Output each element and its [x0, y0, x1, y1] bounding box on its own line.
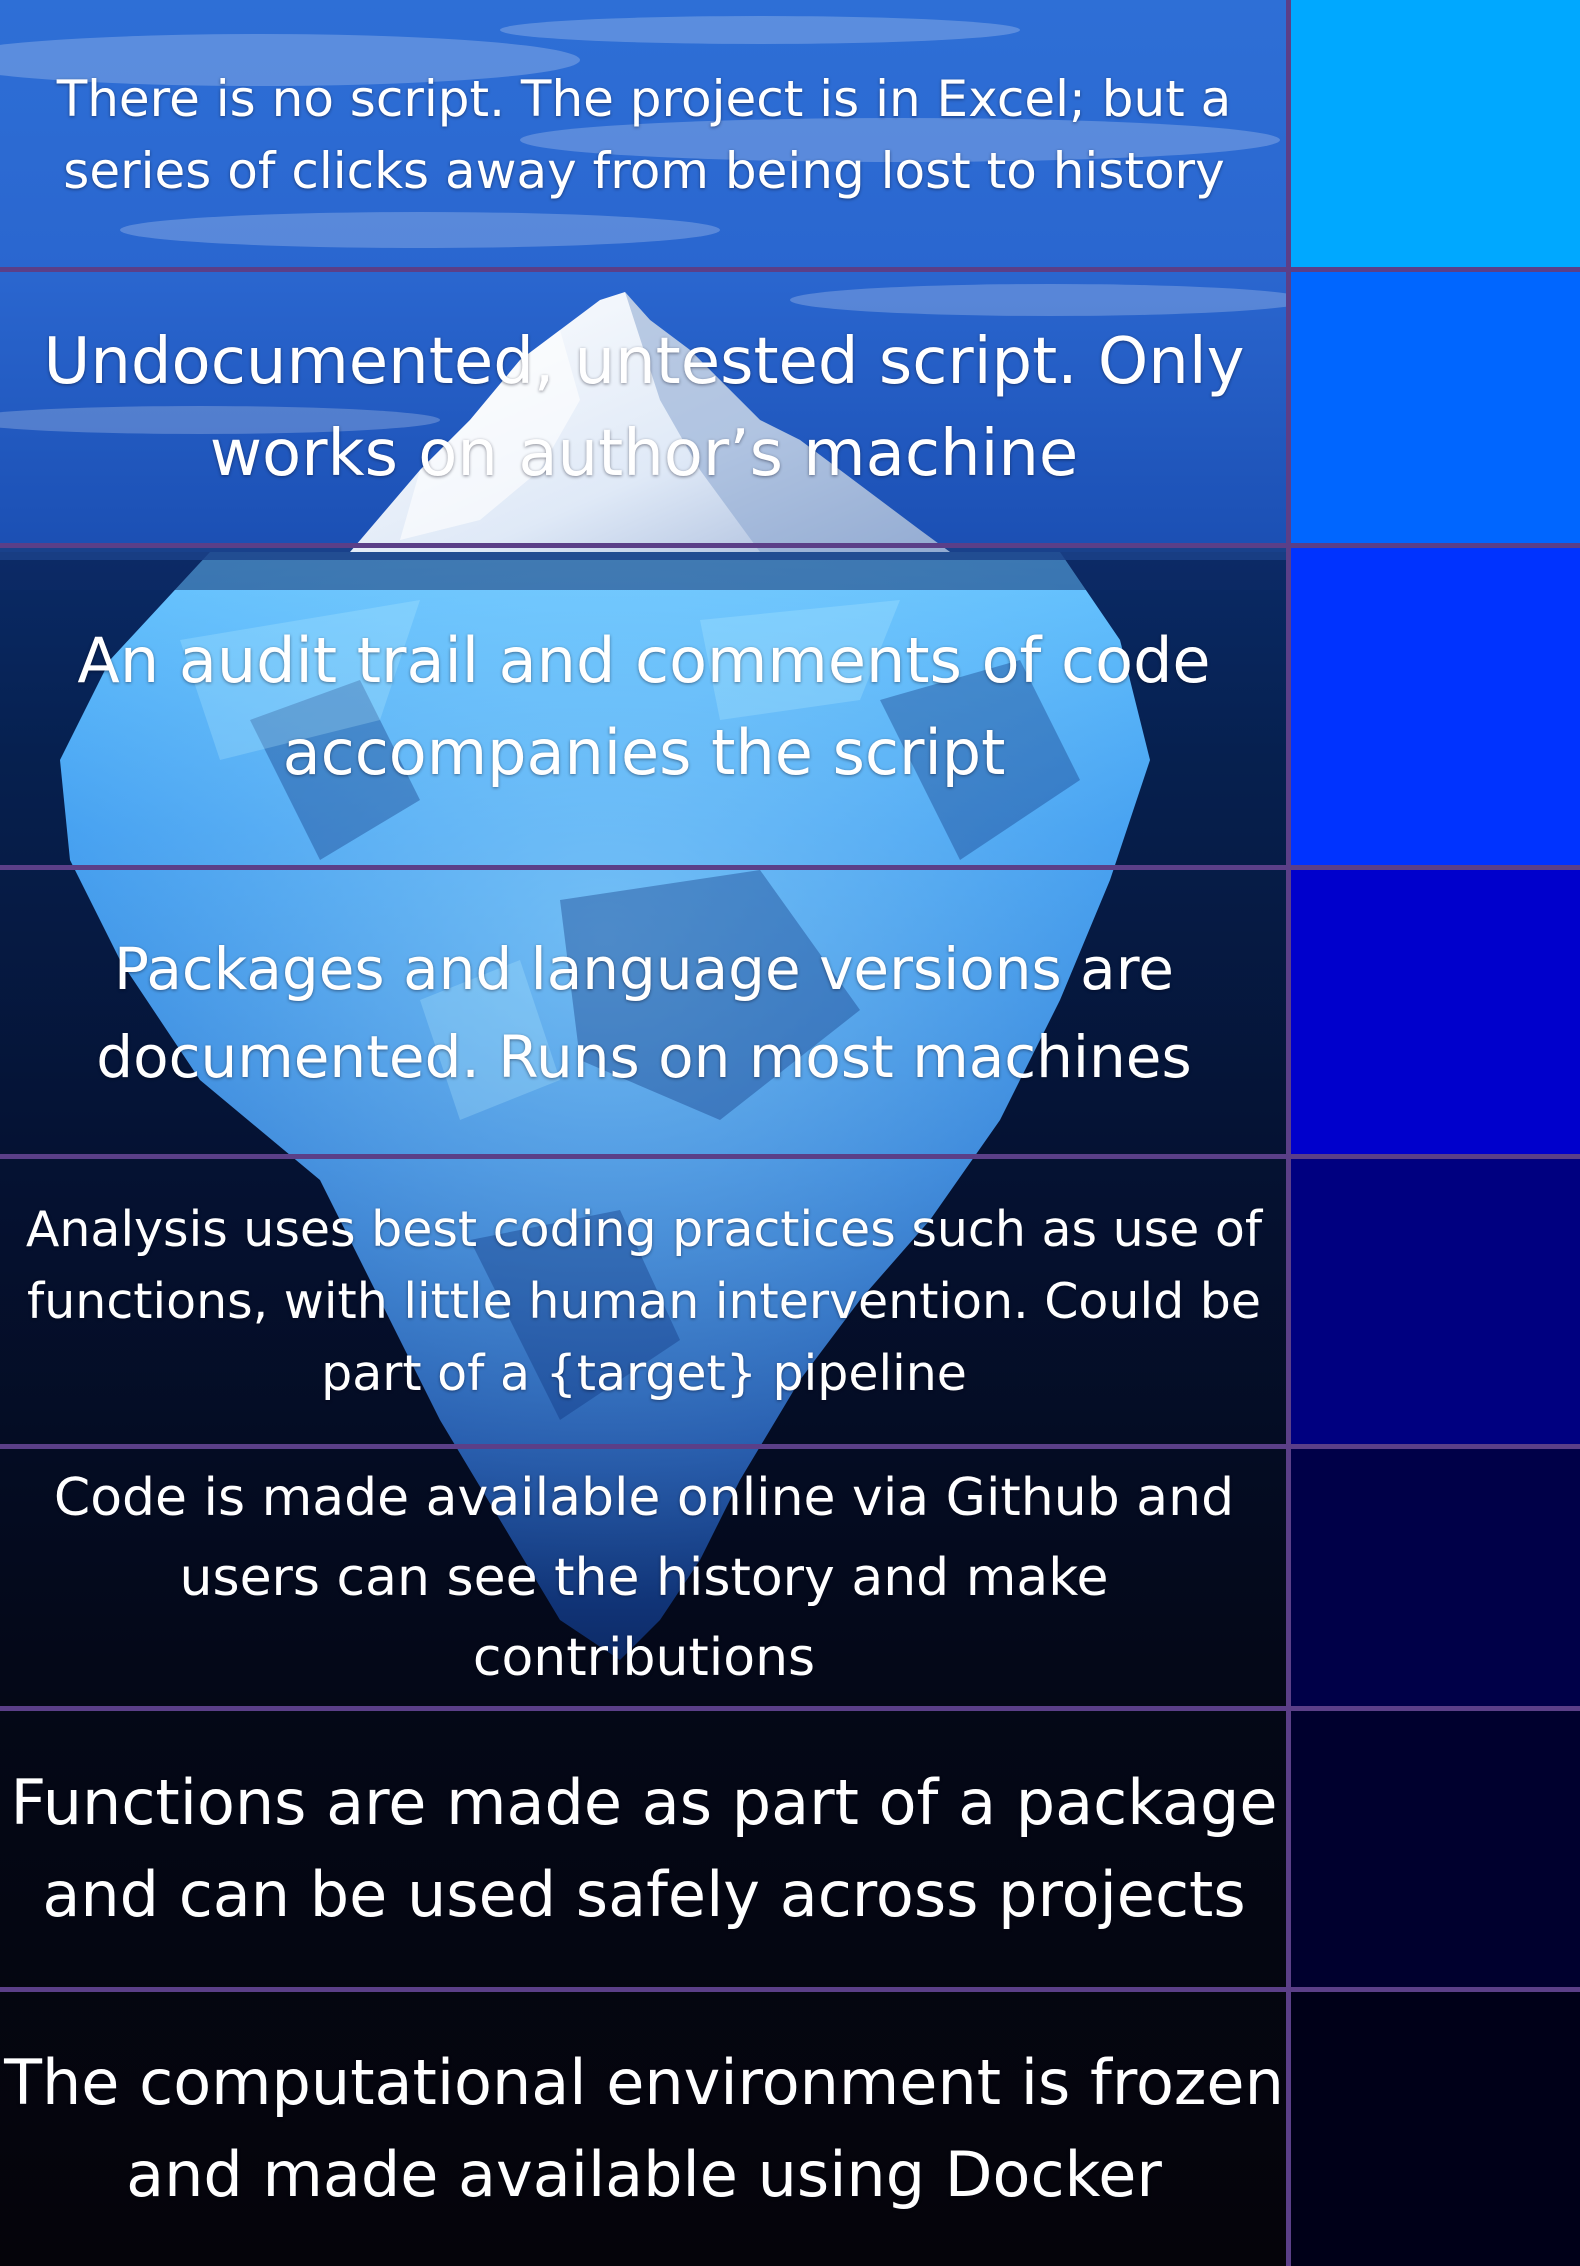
tier-8: The computational environment is frozen …: [0, 1992, 1580, 2266]
tier-4-swatch: [1291, 870, 1580, 1155]
tier-5-swatch: [1291, 1159, 1580, 1444]
tier-8-label: The computational environment is frozen …: [4, 2046, 1284, 2211]
tier-4: Packages and language versions are docum…: [0, 870, 1580, 1155]
column-divider: [1286, 0, 1291, 2266]
tier-1-text-cell: There is no script. The project is in Ex…: [0, 0, 1288, 270]
tier-4-text-cell: Packages and language versions are docum…: [0, 870, 1288, 1155]
tier-2-text-cell: Undocumented, untested script. Only work…: [0, 272, 1288, 543]
tier-6-label: Code is made available online via Github…: [53, 1468, 1235, 1688]
tier-8-swatch: [1291, 1992, 1580, 2266]
tier-5-text-cell: Analysis uses best coding practices such…: [0, 1159, 1288, 1444]
tier-7-text-cell: Functions are made as part of a package …: [0, 1711, 1288, 1987]
tier-7-label: Functions are made as part of a package …: [10, 1766, 1278, 1931]
tier-1-swatch: [1291, 0, 1580, 270]
tier-5-label: Analysis uses best coding practices such…: [25, 1200, 1263, 1402]
tier-4-label: Packages and language versions are docum…: [96, 934, 1192, 1091]
tier-6-text-cell: Code is made available online via Github…: [0, 1449, 1288, 1707]
tier-divider: [0, 1706, 1580, 1711]
tier-2-label: Undocumented, untested script. Only work…: [43, 324, 1245, 491]
tier-3-text-cell: An audit trail and comments of code acco…: [0, 548, 1288, 865]
tier-3-label: An audit trail and comments of code acco…: [77, 623, 1211, 789]
tier-7-swatch: [1291, 1711, 1580, 1987]
tier-divider: [0, 865, 1580, 870]
tier-divider: [0, 543, 1580, 548]
tier-1: There is no script. The project is in Ex…: [0, 0, 1580, 270]
ice-highlights: [180, 600, 900, 1120]
tier-3-swatch: [1291, 548, 1580, 865]
ice-facets: [250, 660, 1080, 1420]
tier-divider: [0, 1444, 1580, 1449]
tier-8-text-cell: The computational environment is frozen …: [0, 1992, 1288, 2266]
tier-2-swatch: [1291, 272, 1580, 543]
cloud-streaks: [0, 16, 1310, 434]
tier-1-label: There is no script. The project is in Ex…: [56, 70, 1232, 200]
tier-6: Code is made available online via Github…: [0, 1449, 1580, 1707]
tier-divider: [0, 1154, 1580, 1159]
tier-2: Undocumented, untested script. Only work…: [0, 272, 1580, 543]
tier-divider: [0, 267, 1580, 272]
tier-3: An audit trail and comments of code acco…: [0, 548, 1580, 865]
tier-6-swatch: [1291, 1449, 1580, 1707]
tier-5: Analysis uses best coding practices such…: [0, 1159, 1580, 1444]
tier-divider: [0, 1987, 1580, 1992]
tier-7: Functions are made as part of a package …: [0, 1711, 1580, 1987]
